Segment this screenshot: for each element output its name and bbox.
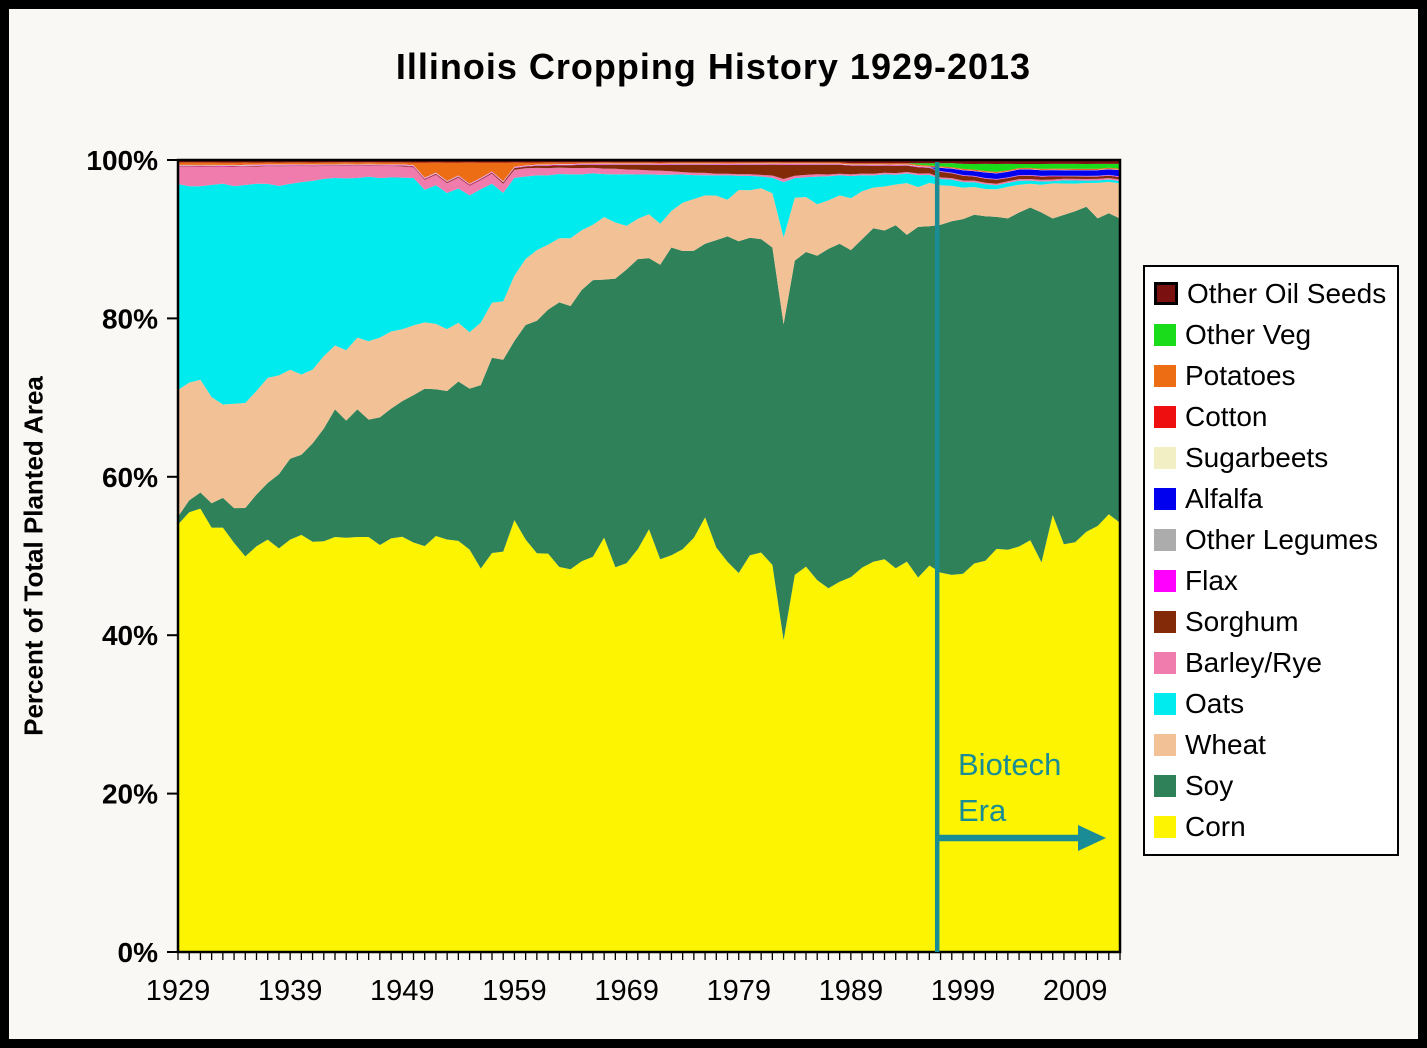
x-tick-label: 1939 — [258, 975, 323, 1007]
legend-item-other-legumes: Other Legumes — [1154, 524, 1393, 556]
legend-item-oats: Oats — [1154, 688, 1393, 720]
biotech-era-line2: Era — [958, 793, 1007, 828]
legend-label-sugarbeets: Sugarbeets — [1185, 441, 1329, 473]
legend-label-other-legumes: Other Legumes — [1185, 523, 1378, 555]
legend-item-barley-rye: Barley/Rye — [1154, 647, 1393, 679]
legend-item-soy: Soy — [1154, 770, 1393, 802]
legend-item-corn: Corn — [1154, 811, 1393, 843]
legend-item-flax: Flax — [1154, 565, 1393, 597]
legend-label-soy: Soy — [1185, 770, 1234, 802]
legend-item-potatoes: Potatoes — [1154, 360, 1393, 392]
legend-swatch-alfalfa — [1154, 487, 1176, 510]
legend-label-potatoes: Potatoes — [1185, 359, 1296, 391]
y-tick-label: 80% — [102, 303, 158, 334]
legend-label-oats: Oats — [1185, 688, 1245, 720]
legend-label-wheat: Wheat — [1185, 729, 1266, 761]
legend-label-cotton: Cotton — [1185, 400, 1268, 432]
legend-swatch-other-oil-seeds — [1154, 282, 1178, 306]
x-tick-label: 1989 — [819, 975, 884, 1007]
area-corn — [178, 508, 1120, 952]
legend-item-other-veg: Other Veg — [1154, 319, 1393, 351]
legend-swatch-corn — [1154, 816, 1176, 839]
biotech-era-line1: Biotech — [958, 747, 1062, 782]
legend-swatch-sorghum — [1154, 611, 1176, 634]
legend-label-barley-rye: Barley/Rye — [1185, 647, 1322, 679]
legend-item-other-oil-seeds: Other Oil Seeds — [1154, 278, 1393, 310]
legend-swatch-oats — [1154, 693, 1176, 716]
legend-swatch-potatoes — [1154, 364, 1176, 387]
chart-title: Illinois Cropping History 1929-2013 — [395, 46, 1032, 87]
legend-swatch-flax — [1154, 569, 1176, 592]
x-tick-label: 1949 — [370, 975, 435, 1007]
legend-label-alfalfa: Alfalfa — [1185, 482, 1263, 514]
stacked-area-chart: 0% 20% 40% 60% 80% 100% 1929 1939 1949 1959 1969 19… — [86, 145, 1122, 1007]
legend-label-corn: Corn — [1185, 811, 1246, 843]
x-tick-label: 1959 — [482, 975, 547, 1007]
legend-swatch-soy — [1154, 775, 1176, 798]
legend-item-alfalfa: Alfalfa — [1154, 483, 1393, 515]
legend-item-sugarbeets: Sugarbeets — [1154, 442, 1393, 474]
y-tick-label: 20% — [102, 779, 158, 810]
x-tick-label: 1969 — [594, 975, 659, 1007]
y-tick-label: 100% — [86, 145, 158, 176]
x-tick-label: 1929 — [146, 975, 211, 1007]
legend-swatch-sugarbeets — [1154, 446, 1176, 469]
legend-swatch-barley-rye — [1154, 652, 1176, 675]
legend-label-flax: Flax — [1185, 564, 1238, 596]
legend: Other Oil Seeds Other Veg Potatoes Cotton Su… — [1143, 265, 1399, 856]
y-tick-label: 40% — [102, 620, 158, 651]
area-soy — [178, 206, 1120, 641]
x-tick-label: 1999 — [931, 975, 996, 1007]
y-tick-label: 60% — [102, 462, 158, 493]
legend-swatch-other-legumes — [1154, 528, 1176, 551]
legend-swatch-other-veg — [1154, 323, 1176, 346]
area-oats — [178, 173, 1120, 405]
legend-swatch-wheat — [1154, 734, 1176, 757]
biotech-era-arrow-head — [1078, 825, 1106, 851]
area-sorghum — [178, 164, 1120, 186]
area-barley-rye — [178, 165, 1120, 196]
biotech-era-annotation: Biotech Era — [958, 742, 1061, 834]
legend-swatch-cotton — [1154, 405, 1176, 428]
legend-label-other-oil-seeds: Other Oil Seeds — [1187, 277, 1387, 309]
y-tick-label: 0% — [118, 937, 159, 968]
legend-label-sorghum: Sorghum — [1185, 606, 1299, 638]
legend-label-other-veg: Other Veg — [1185, 318, 1312, 350]
x-tick-label: 1979 — [706, 975, 771, 1007]
legend-item-wheat: Wheat — [1154, 729, 1393, 761]
area-wheat — [178, 181, 1120, 517]
x-tick-label: 2009 — [1043, 975, 1108, 1007]
legend-item-sorghum: Sorghum — [1154, 606, 1393, 638]
legend-item-cotton: Cotton — [1154, 401, 1393, 433]
